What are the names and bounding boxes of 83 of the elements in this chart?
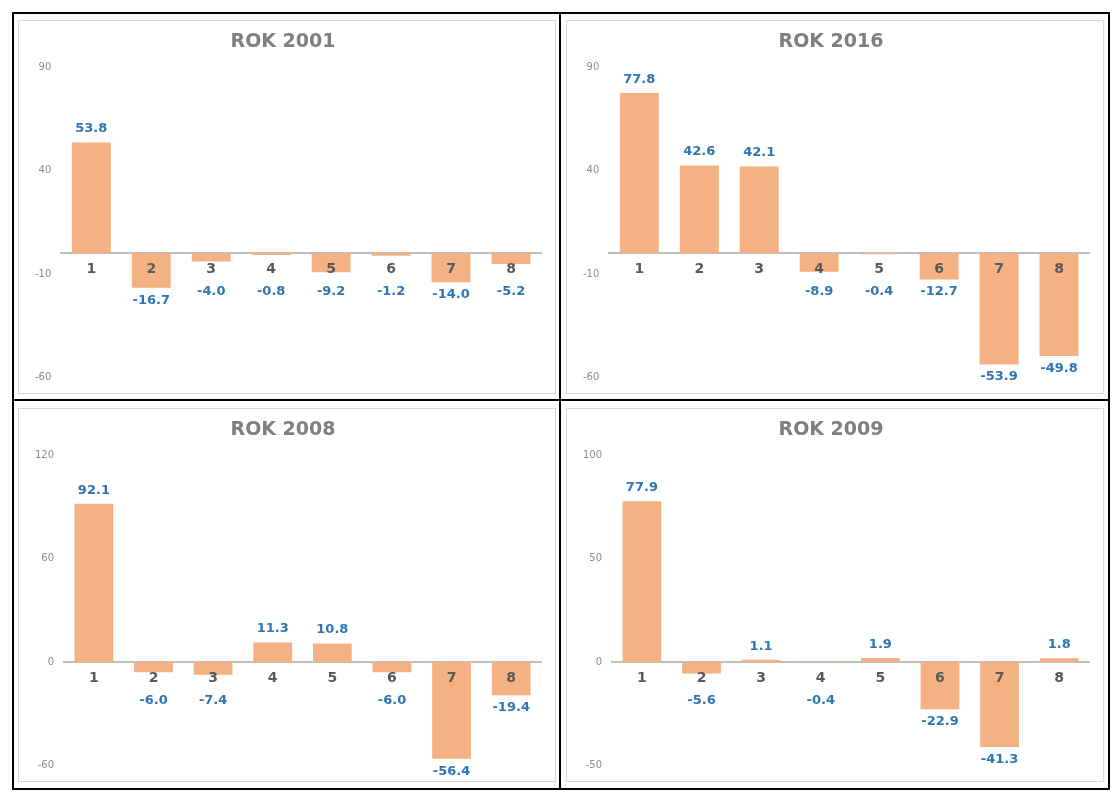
data-label: -5.2 [496,282,525,298]
x-tick-label: 6 [933,259,944,276]
data-label: 1.8 [1047,635,1071,651]
y-tick-label: 40 [586,163,599,175]
y-tick-label: 100 [582,448,602,460]
data-label: 11.3 [256,619,289,635]
data-label: -53.9 [979,367,1018,383]
data-label: -41.3 [980,750,1018,766]
data-label: 42.1 [742,143,775,159]
data-label: -14.0 [431,285,470,301]
data-label: -49.8 [1039,359,1078,375]
x-tick-label: 4 [813,259,824,276]
data-label: -5.6 [686,691,716,707]
x-tick-label: 5 [326,668,337,685]
y-tick-label: 50 [588,551,602,563]
data-label: -56.4 [432,762,470,778]
x-tick-label: 2 [145,259,156,276]
x-tick-label: 3 [753,259,764,276]
x-tick-label: 3 [205,259,216,276]
x-tick-label: 6 [385,259,396,276]
y-tick-label: 90 [38,60,51,72]
chart-title: ROK 2001 [229,28,336,51]
data-label: -16.7 [132,291,170,307]
data-label: 1.1 [749,637,773,653]
y-tick-label: -10 [34,267,51,279]
data-label: -12.7 [919,282,958,298]
data-label: 1.9 [868,635,892,651]
chart-title: ROK 2008 [229,416,336,439]
chart-title: ROK 2009 [777,416,884,439]
x-tick-label: 3 [755,668,766,685]
data-label: -4.0 [196,282,225,298]
y-tick-label: 90 [586,60,599,72]
data-label: 77.8 [622,70,655,86]
x-tick-label: 8 [505,259,516,276]
x-tick-label: 7 [446,668,456,685]
x-tick-label: 1 [633,259,644,276]
x-tick-label: 2 [148,668,158,685]
x-tick-label: 5 [873,259,884,276]
x-tick-label: 2 [696,668,706,685]
data-label: -0.4 [806,691,835,707]
data-label: -1.2 [376,282,405,298]
data-label: -19.4 [491,698,530,714]
x-tick-label: 8 [1053,259,1064,276]
data-label: -7.4 [198,691,227,707]
y-tick-label: 0 [47,655,54,667]
x-tick-label: 4 [265,259,276,276]
data-label: 42.6 [682,142,715,158]
x-tick-label: 7 [994,668,1004,685]
data-label: -22.9 [920,712,959,728]
data-label: 10.8 [315,620,348,636]
y-tick-label: 40 [38,163,51,175]
x-tick-label: 1 [636,668,647,685]
data-label: 77.9 [625,478,658,494]
data-label: -6.0 [138,691,168,707]
x-tick-label: 7 [445,259,456,276]
data-label: 53.8 [74,119,107,135]
x-tick-label: 6 [934,668,945,685]
x-tick-label: 8 [1053,668,1064,685]
data-label: -0.4 [864,282,893,298]
y-tick-label: -60 [582,370,599,382]
y-tick-label: 0 [595,655,602,667]
x-tick-label: 6 [386,668,397,685]
chart-title: ROK 2016 [777,28,884,51]
data-label: -0.8 [256,282,285,298]
y-tick-label: -50 [585,758,602,770]
x-tick-label: 1 [85,259,96,276]
x-tick-label: 4 [815,668,826,685]
x-tick-label: 5 [325,259,336,276]
x-tick-label: 7 [993,259,1004,276]
x-tick-label: 8 [505,668,516,685]
x-tick-label: 4 [267,668,278,685]
data-label: -8.9 [804,282,833,298]
y-tick-label: 60 [40,551,54,563]
x-tick-label: 5 [874,668,885,685]
x-tick-label: 2 [693,259,704,276]
y-tick-label: -60 [37,758,54,770]
y-tick-label: -60 [34,370,51,382]
data-label: 92.1 [77,481,110,497]
data-label: -9.2 [316,282,345,298]
data-label: -6.0 [377,691,406,707]
x-tick-label: 1 [88,668,99,685]
y-tick-label: 120 [34,448,54,460]
y-tick-label: -10 [582,267,599,279]
